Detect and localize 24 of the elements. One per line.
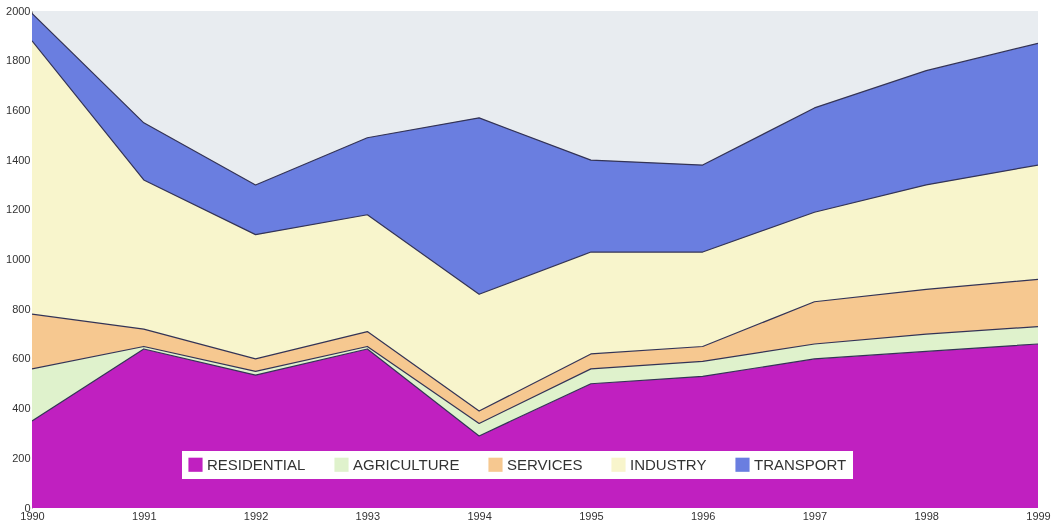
y-tick-label: 1200 [6,203,31,216]
x-tick-label: 1991 [132,509,157,522]
x-tick-label: 1994 [467,509,492,522]
x-tick-label: 1996 [690,509,716,522]
legend-label: SERVICES [507,455,583,473]
x-tick-label: 1993 [355,509,381,522]
y-tick-label: 1400 [6,153,31,166]
x-tick-label: 1998 [914,509,939,522]
y-tick-label: 600 [12,352,31,365]
y-tick-label: 200 [12,451,31,464]
legend-label: RESIDENTIAL [207,455,306,473]
y-tick-label: 400 [12,402,31,415]
x-tick-label: 1992 [243,509,269,522]
legend-label: INDUSTRY [630,455,707,473]
x-tick-label: 1997 [802,509,828,522]
x-tick-label: 1999 [1026,509,1051,522]
y-tick-label: 800 [12,302,31,315]
legend-label: AGRICULTURE [353,455,460,473]
x-tick-label: 1995 [579,509,604,522]
y-tick-label: 1600 [6,103,31,116]
y-tick-label: 2000 [6,4,31,17]
y-tick-label: 1000 [6,253,31,265]
legend-label: TRANSPORT [754,455,847,473]
y-tick-label: 1800 [6,54,31,67]
